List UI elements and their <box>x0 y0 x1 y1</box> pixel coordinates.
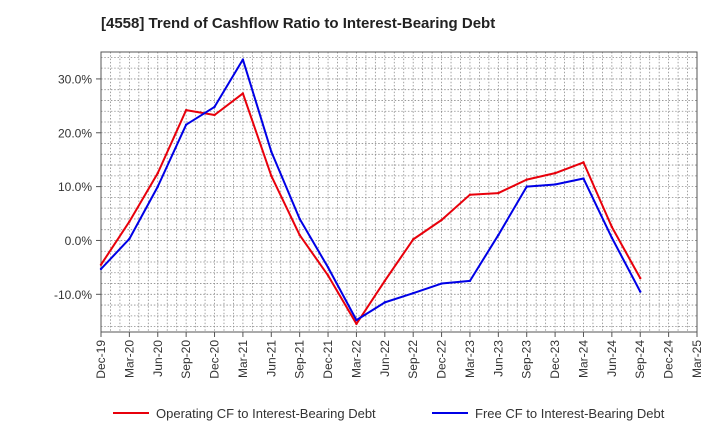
x-tick-label: Mar-20 <box>122 340 136 378</box>
y-tick-label: 30.0% <box>58 72 92 86</box>
data-point <box>326 274 330 277</box>
data-point <box>582 161 585 164</box>
x-tick-label: Sep-21 <box>293 340 307 379</box>
y-tick-label: 20.0% <box>58 126 92 140</box>
data-point <box>440 282 443 285</box>
data-point <box>213 113 216 117</box>
data-point <box>298 233 301 237</box>
data-point <box>383 279 387 283</box>
data-point <box>468 279 472 283</box>
chart-title: [4558] Trend of Cashflow Ratio to Intere… <box>101 15 496 32</box>
data-point <box>241 58 245 61</box>
x-tick-label: Sep-20 <box>179 340 193 379</box>
data-point <box>553 183 557 186</box>
data-point <box>383 301 387 304</box>
x-tick-label: Dec-24 <box>662 340 676 379</box>
x-tick-label: Jun-22 <box>378 340 392 377</box>
x-tick-label: Mar-22 <box>349 340 363 378</box>
data-point <box>128 220 131 223</box>
data-point <box>298 217 301 221</box>
data-point <box>440 218 443 222</box>
data-point <box>411 238 415 241</box>
x-tick-label: Mar-24 <box>576 340 590 378</box>
x-tick-label: Jun-24 <box>605 340 619 377</box>
data-point <box>639 276 642 280</box>
x-tick-label: Mar-25 <box>690 340 704 378</box>
x-tick-label: Jun-20 <box>151 340 165 377</box>
data-point <box>639 290 642 293</box>
data-point <box>213 105 216 109</box>
data-point <box>270 174 273 178</box>
data-point <box>128 237 131 241</box>
data-point <box>99 267 103 271</box>
data-point <box>553 171 557 175</box>
data-point <box>184 123 188 126</box>
y-tick-label: 0.0% <box>65 234 93 248</box>
series-line-free-cf <box>100 58 642 322</box>
data-point <box>525 185 528 188</box>
data-point <box>497 233 500 237</box>
data-point <box>610 236 614 239</box>
data-point <box>525 178 528 181</box>
series-line-operating-cf <box>100 92 642 325</box>
data-point <box>270 150 273 153</box>
x-tick-label: Sep-24 <box>633 340 647 379</box>
data-point <box>582 177 585 180</box>
plot-area <box>101 52 697 332</box>
data-point <box>497 191 500 195</box>
data-point <box>411 292 415 295</box>
x-tick-label: Mar-21 <box>236 340 250 378</box>
y-tick-label: -10.0% <box>54 288 92 302</box>
x-tick-label: Dec-22 <box>435 340 449 379</box>
x-tick-label: Dec-19 <box>94 340 108 379</box>
data-point <box>610 225 614 229</box>
x-tick-label: Dec-21 <box>321 340 335 379</box>
x-tick-label: Mar-23 <box>463 340 477 378</box>
x-tick-label: Sep-23 <box>520 340 534 379</box>
data-point <box>468 193 472 196</box>
data-point <box>355 318 358 322</box>
x-tick-label: Sep-22 <box>406 340 420 379</box>
data-point <box>355 322 358 326</box>
data-point <box>326 266 330 269</box>
y-tick-label: 10.0% <box>58 180 92 194</box>
x-tick-label: Dec-20 <box>208 340 222 379</box>
x-tick-label: Jun-21 <box>264 340 278 377</box>
data-point <box>156 185 159 188</box>
data-point <box>241 92 245 95</box>
plot-frame <box>100 51 698 333</box>
legend-label-operating-cf: Operating CF to Interest-Bearing Debt <box>156 406 376 421</box>
data-point <box>99 263 103 266</box>
data-point <box>184 108 188 112</box>
x-tick-label: Dec-23 <box>548 340 562 379</box>
x-tick-label: Jun-23 <box>491 340 505 377</box>
data-point <box>156 171 159 175</box>
legend-label-free-cf: Free CF to Interest-Bearing Debt <box>475 406 665 421</box>
